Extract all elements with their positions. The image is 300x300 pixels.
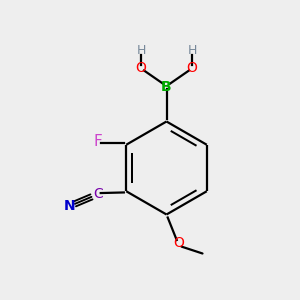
Text: C: C: [93, 187, 103, 201]
Text: N: N: [63, 199, 75, 213]
Text: H: H: [136, 44, 146, 58]
Text: O: O: [136, 61, 146, 74]
Text: B: B: [161, 80, 172, 94]
Text: H: H: [187, 44, 197, 58]
Text: O: O: [187, 61, 197, 74]
Text: O: O: [173, 236, 184, 250]
Text: F: F: [93, 134, 102, 149]
